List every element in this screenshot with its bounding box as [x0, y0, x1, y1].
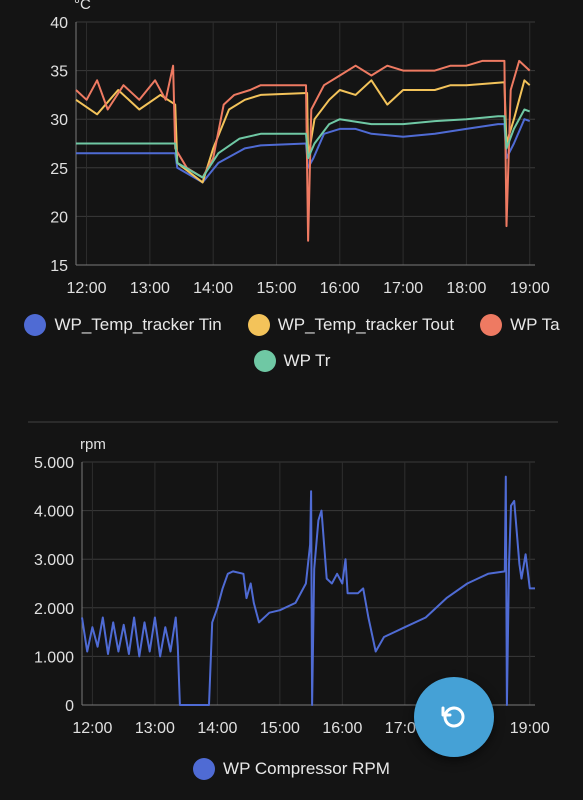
x-tick-label: 12:00 [67, 280, 107, 297]
x-tick-label: 18:00 [446, 280, 486, 297]
x-tick-label: 19:00 [510, 720, 550, 737]
y-tick-label: 2.000 [34, 601, 74, 618]
legend-marker [24, 314, 47, 336]
legend-marker [193, 758, 216, 780]
x-tick-label: 13:00 [130, 280, 170, 297]
x-tick-label: 15:00 [260, 720, 300, 737]
legend-marker [247, 314, 270, 336]
legend-item[interactable]: WP_Temp_tracker Tout [247, 314, 455, 336]
legend-marker [480, 314, 503, 336]
x-tick-label: 16:00 [320, 280, 360, 297]
series-line [75, 59, 531, 242]
legend-item[interactable]: WP Compressor RPM [193, 758, 390, 780]
x-tick-label: 14:00 [193, 280, 233, 297]
legend-label: WP Ta [510, 315, 560, 334]
temperature-legend: WP_Temp_tracker Tin WP_Temp_tracker Tout W… [22, 314, 562, 372]
rpm-legend: WP Compressor RPM [0, 758, 583, 780]
x-tick-label: 12:00 [72, 720, 112, 737]
refresh-button[interactable] [414, 677, 494, 757]
x-tick-label: 15:00 [256, 280, 296, 297]
legend-label: WP_Temp_tracker Tout [277, 315, 455, 334]
y-tick-label: 4.000 [34, 504, 74, 521]
series-line [75, 79, 531, 184]
x-tick-label: 14:00 [197, 720, 237, 737]
y-tick-label: 25 [50, 161, 68, 178]
legend-label: WP Tr [283, 351, 331, 370]
refresh-icon [441, 706, 465, 728]
y-axis-unit: °C [74, 0, 91, 13]
series-line [76, 108, 531, 179]
x-tick-label: 19:00 [510, 280, 550, 297]
legend-item[interactable]: WP_Temp_tracker Tin [24, 314, 222, 336]
x-tick-label: 13:00 [135, 720, 175, 737]
y-tick-label: 1.000 [34, 649, 74, 666]
y-tick-label: 40 [50, 15, 68, 32]
legend-item[interactable]: WP Tr [253, 350, 331, 372]
y-tick-label: 3.000 [34, 552, 74, 569]
y-tick-label: 30 [50, 112, 68, 129]
x-tick-label: 17:00 [383, 280, 423, 297]
x-tick-label: 16:00 [322, 720, 362, 737]
y-tick-label: 0 [65, 698, 74, 715]
series-line [81, 475, 535, 706]
y-tick-label: 15 [50, 258, 68, 275]
temperature-chart: 15 20 25 30 35 40 12:00 13:00 14:00 15:00 16:00 17:… [50, 0, 550, 297]
legend-label: WP_Temp_tracker Tin [54, 315, 222, 334]
chart-divider [28, 421, 558, 423]
legend-item[interactable]: WP Ta [480, 314, 560, 336]
y-axis-unit: rpm [80, 436, 106, 453]
rpm-chart: 0 1.000 2.000 3.000 4.000 5.000 12:00 13:00 14:0… [34, 436, 550, 737]
y-tick-label: 20 [50, 209, 68, 226]
y-tick-label: 5.000 [34, 455, 74, 472]
legend-label: WP Compressor RPM [223, 759, 390, 778]
legend-marker [253, 350, 276, 372]
y-tick-label: 35 [50, 64, 68, 81]
